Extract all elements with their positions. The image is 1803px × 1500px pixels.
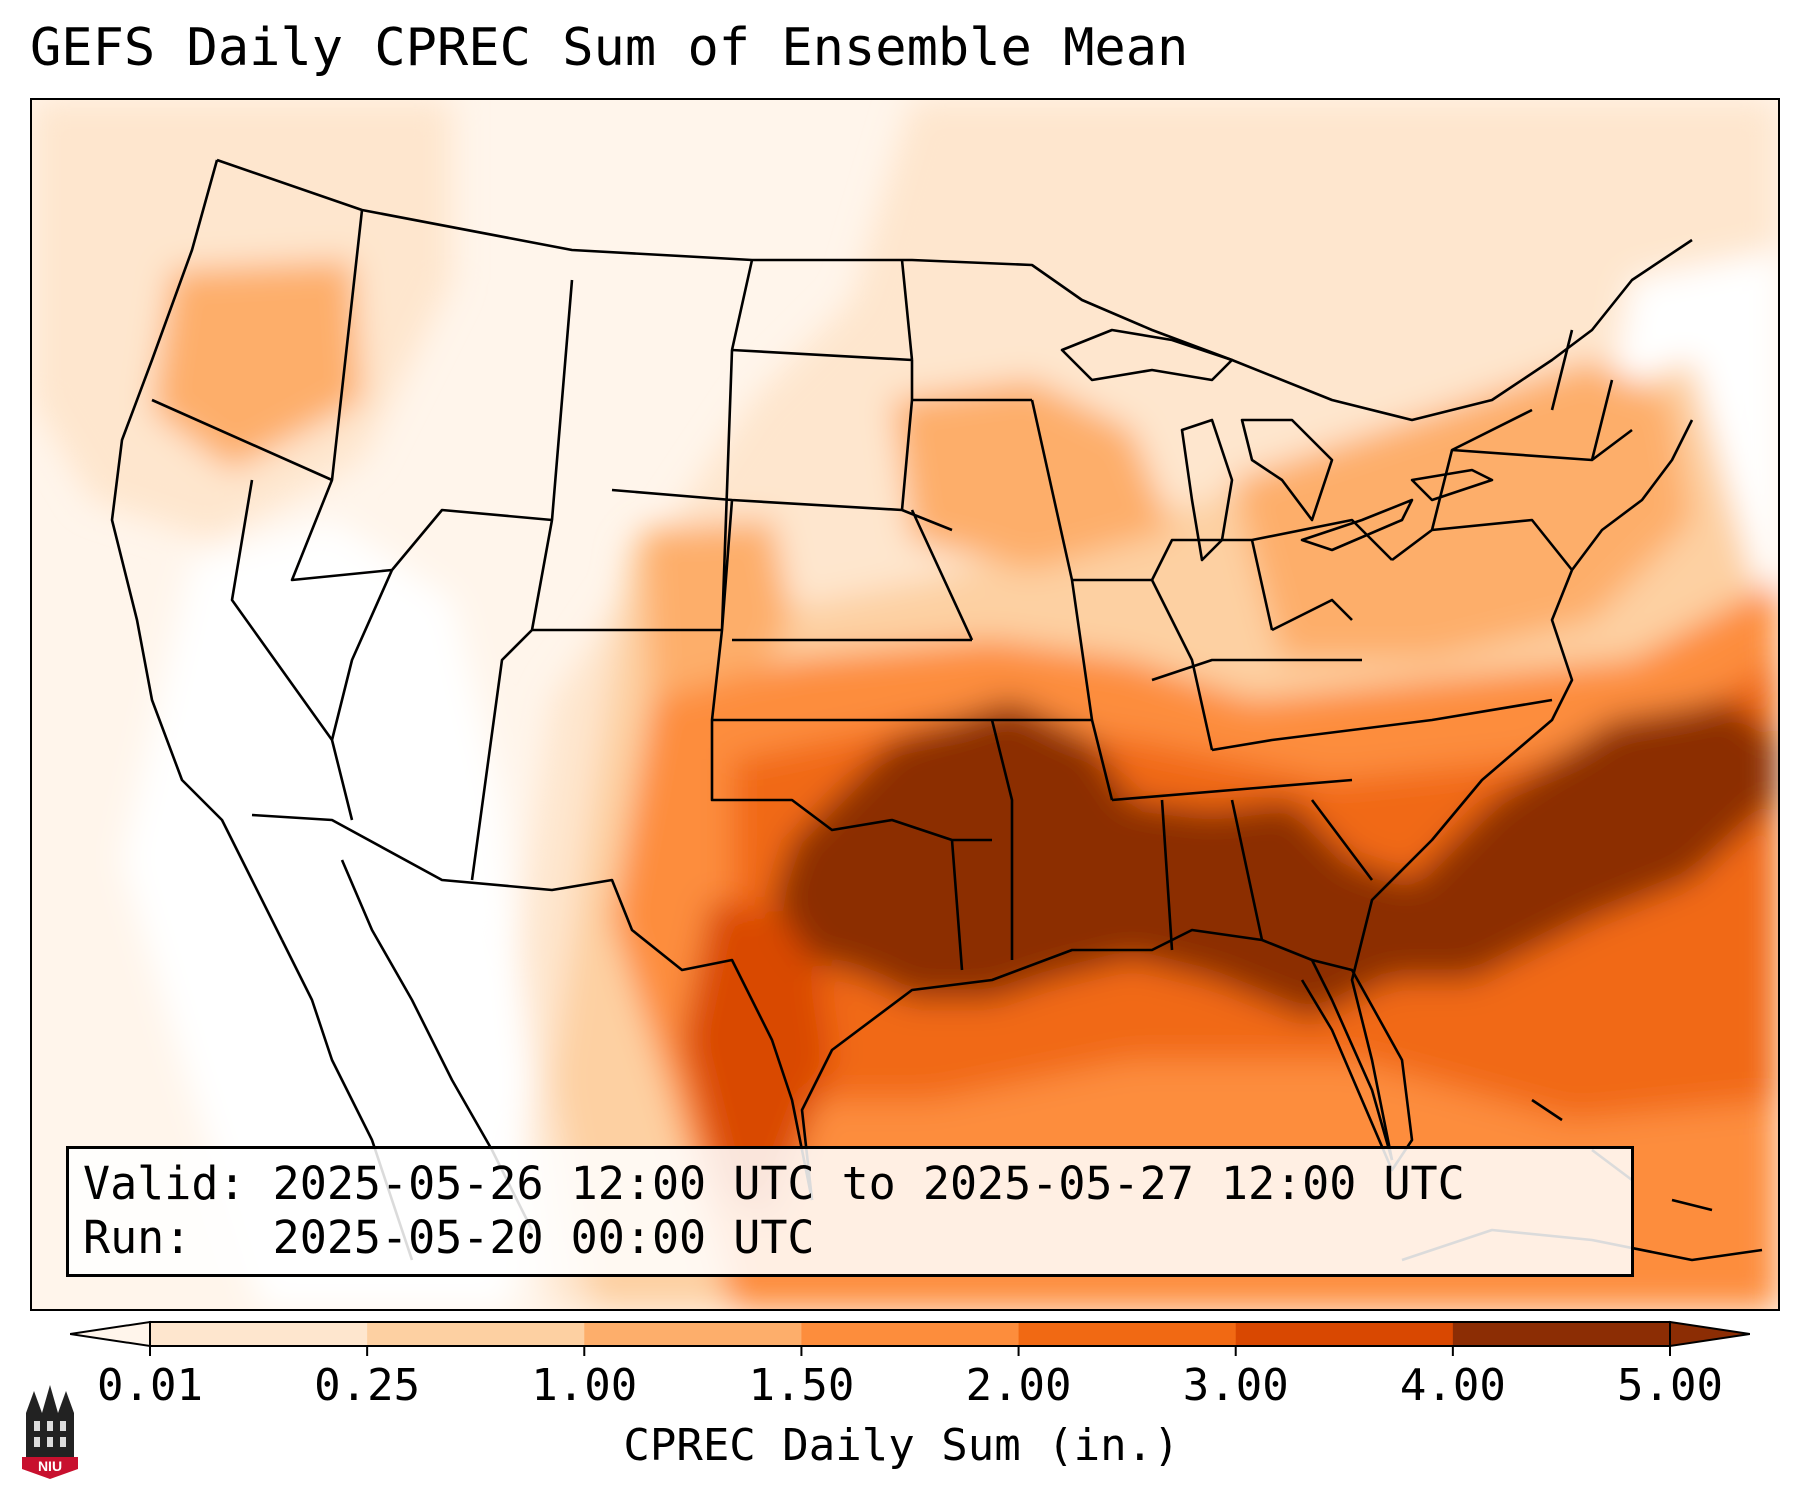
lake-michigan <box>1180 418 1234 562</box>
colorbar-tick-label: 0.25 <box>314 1360 421 1411</box>
lake-huron <box>1240 418 1334 522</box>
precip-area-colorado <box>642 520 792 720</box>
colorbar-tick-label: 2.00 <box>965 1360 1072 1411</box>
colorbar-outline <box>149 1321 1671 1347</box>
colorbar-segments <box>149 1322 1671 1356</box>
colorbar-tick-label: 5.00 <box>1617 1360 1723 1411</box>
atlantic-coast <box>1350 419 1694 1161</box>
precip-area-texas <box>682 900 832 1220</box>
run-label: Run: <box>83 1211 192 1264</box>
precip-area-nw-moderate <box>152 260 362 470</box>
colorbar-segment <box>367 1322 585 1346</box>
lake-erie <box>1300 498 1414 552</box>
state-lines <box>151 209 1633 971</box>
west-coast <box>110 159 284 941</box>
us-canada-border <box>216 158 1693 422</box>
precip-area-upper-midwest <box>892 380 1172 570</box>
gulf-coast <box>800 928 1394 1201</box>
colorbar <box>70 1320 1750 1356</box>
lake-superior <box>1060 328 1234 382</box>
valid-time-range: 2025-05-26 12:00 UTC to 2025-05-27 12:00… <box>272 1157 1465 1210</box>
precip-area-dry-sw <box>122 520 532 1309</box>
colorbar-tick-label: 3.00 <box>1182 1360 1289 1411</box>
colorbar-segment <box>801 1322 1020 1346</box>
colorbar-tick-label: 1.00 <box>531 1360 638 1411</box>
colorbar-tick-label: 1.50 <box>748 1360 855 1411</box>
valid-run-info-box: Valid: 2025-05-26 12:00 UTC to 2025-05-2… <box>66 1146 1634 1277</box>
precip-area-core-heavy <box>772 700 1778 1020</box>
valid-label: Valid: <box>83 1157 246 1210</box>
niu-castle-icon: NIU <box>22 1385 78 1479</box>
lake-ontario <box>1410 468 1494 502</box>
colorbar-segment <box>1452 1322 1671 1346</box>
map-canvas <box>32 100 1778 1309</box>
colorbar-tick-label: 4.00 <box>1399 1360 1506 1411</box>
colorbar-tick-label: 0.01 <box>97 1360 203 1411</box>
us-mexico-border <box>251 813 814 1201</box>
colorbar-segment <box>150 1322 368 1346</box>
logo-text: NIU <box>38 1458 62 1474</box>
colorbar-extend-low <box>70 1320 151 1348</box>
colorbar-segment <box>584 1322 802 1346</box>
precip-area-east <box>1232 360 1692 660</box>
colorbar-segment <box>1235 1322 1454 1346</box>
precipitation-map[interactable] <box>30 98 1780 1311</box>
map-title: GEFS Daily CPREC Sum of Ensemble Mean <box>30 18 1189 78</box>
colorbar-label: CPREC Daily Sum (in.) <box>623 1420 1180 1471</box>
colorbar-segment <box>1018 1322 1237 1346</box>
run-time: 2025-05-20 00:00 UTC <box>272 1211 815 1264</box>
colorbar-extend-high <box>1669 1320 1750 1348</box>
